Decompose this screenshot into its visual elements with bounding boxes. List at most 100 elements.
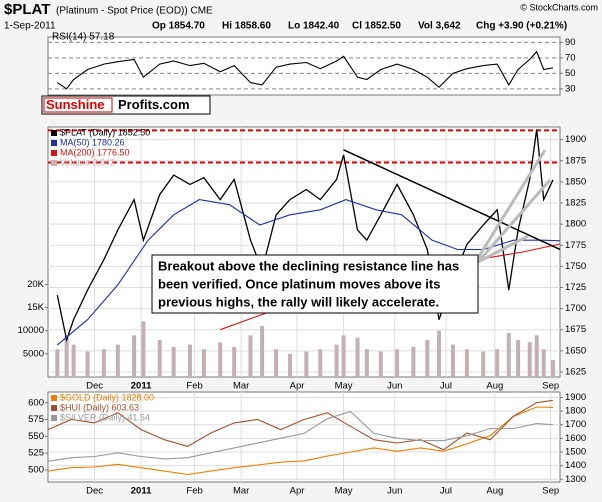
annotation-text: Breakout above the declining resistance … bbox=[158, 258, 459, 273]
stat: Op 1854.70 bbox=[152, 21, 205, 32]
volume-bar bbox=[378, 351, 383, 377]
annotation-box bbox=[151, 254, 479, 314]
legend-label: $SILVER (Daily) 41.54 bbox=[60, 412, 150, 422]
logo-part bbox=[43, 97, 113, 113]
pointer bbox=[477, 234, 529, 264]
tick-label: 575 bbox=[28, 414, 44, 425]
panel-title: RSI(14) 57.18 bbox=[52, 32, 115, 43]
volume-bar bbox=[274, 349, 279, 377]
x-tick-label: Apr bbox=[290, 486, 305, 497]
x-tick-label: Aug bbox=[486, 486, 503, 497]
date: 1-Sep-2011 bbox=[4, 21, 56, 32]
x-tick-label: May bbox=[335, 486, 353, 497]
tick-label: 15K bbox=[27, 302, 45, 313]
tick-label: 1700 bbox=[565, 303, 586, 314]
x-tick-label: May bbox=[335, 381, 353, 392]
tick-label: 50 bbox=[565, 68, 576, 79]
volume-bar bbox=[436, 330, 441, 377]
volume-bar bbox=[201, 349, 206, 377]
volume-bar bbox=[506, 333, 511, 377]
volume-bar bbox=[425, 339, 430, 377]
tick-label: 1850 bbox=[565, 176, 586, 187]
volume-bar bbox=[71, 344, 76, 377]
x-tick-label: Aug bbox=[486, 381, 503, 392]
tick-label: 1800 bbox=[565, 406, 586, 417]
credit: © StockCharts.com bbox=[520, 2, 598, 12]
trend-line bbox=[343, 149, 561, 251]
tick-label: 600 bbox=[28, 397, 44, 408]
stat: Vol 3,642 bbox=[418, 21, 461, 32]
tick-label: 20K bbox=[27, 279, 45, 290]
series-line bbox=[56, 50, 554, 90]
series-line bbox=[47, 410, 554, 462]
x-tick-label: 2011 bbox=[131, 486, 152, 497]
legend-label: Volume 3,642 bbox=[60, 157, 115, 167]
tick-label: 1775 bbox=[565, 240, 586, 251]
tick-label: 1900 bbox=[565, 392, 586, 403]
tick-label: 525 bbox=[28, 448, 44, 459]
tick-label: 1800 bbox=[565, 219, 586, 230]
volume-bar bbox=[248, 335, 253, 377]
legend-label: MA(200) 1776.50 bbox=[60, 147, 130, 157]
x-tick-label: Dec bbox=[86, 486, 103, 497]
volume-bar bbox=[232, 346, 237, 377]
volume-bar bbox=[527, 342, 532, 377]
tick-label: 1300 bbox=[565, 474, 586, 485]
logo-text: Profits.com bbox=[118, 97, 190, 112]
x-tick-label: Mar bbox=[233, 381, 249, 392]
x-tick-label: Sep bbox=[542, 381, 559, 392]
chart-subtitle: (Platinum - Spot Price (EOD)) CME bbox=[56, 6, 213, 17]
volume-bar bbox=[464, 349, 469, 377]
x-tick-label: 2011 bbox=[131, 381, 152, 392]
stat: Chg +3.90 (+0.21%) bbox=[476, 21, 567, 32]
legend-label: $PLAT (Daily) 1852.50 bbox=[60, 127, 150, 137]
tick-label: 1725 bbox=[565, 282, 586, 293]
volume-bar bbox=[481, 351, 486, 377]
x-tick-label: Feb bbox=[186, 486, 202, 497]
volume-bar bbox=[304, 351, 309, 377]
legend-swatch bbox=[51, 405, 57, 411]
tick-label: 30 bbox=[565, 83, 576, 94]
x-tick-label: Jun bbox=[387, 381, 402, 392]
volume-bar bbox=[187, 344, 192, 377]
tick-label: 1675 bbox=[565, 324, 586, 335]
x-tick-label: Jul bbox=[440, 486, 452, 497]
volume-bar bbox=[364, 349, 369, 377]
tick-label: 1900 bbox=[565, 134, 586, 145]
tick-label: 1500 bbox=[565, 447, 586, 458]
x-tick-label: Sep bbox=[542, 486, 559, 497]
tick-label: 1750 bbox=[565, 261, 586, 272]
volume-bar bbox=[218, 342, 223, 377]
legend-swatch bbox=[51, 160, 57, 166]
series-line bbox=[56, 129, 554, 343]
x-tick-label: Jul bbox=[440, 381, 452, 392]
legend-swatch bbox=[51, 415, 57, 421]
tick-label: 5000 bbox=[23, 348, 44, 359]
tick-label: 550 bbox=[28, 431, 44, 442]
legend-swatch bbox=[51, 150, 57, 156]
series-line bbox=[47, 399, 554, 451]
volume-bar bbox=[141, 321, 146, 377]
stat: Lo 1842.40 bbox=[288, 21, 340, 32]
volume-bar bbox=[288, 353, 293, 377]
legend-label: MA(50) 1780.26 bbox=[60, 137, 125, 147]
x-tick-label: Dec bbox=[86, 381, 103, 392]
volume-bar bbox=[115, 344, 120, 377]
volume-bar bbox=[541, 349, 546, 377]
pointer bbox=[476, 179, 552, 263]
volume-bar bbox=[516, 339, 521, 377]
legend-label: $HUI (Daily) 603.63 bbox=[60, 402, 139, 412]
legend-swatch bbox=[51, 130, 57, 136]
volume-bar bbox=[260, 326, 265, 377]
tick-label: 1400 bbox=[565, 460, 586, 471]
annotation-text: been verified. Once platinum moves above… bbox=[158, 276, 440, 291]
volume-bar bbox=[157, 339, 162, 377]
annotation-text: previous highs, the rally will likely ac… bbox=[158, 294, 439, 309]
tick-label: 1825 bbox=[565, 198, 586, 209]
logo-text: Sunshine bbox=[46, 97, 105, 112]
tick-label: 70 bbox=[565, 52, 576, 63]
volume-bar bbox=[534, 335, 539, 377]
volume-bar bbox=[395, 349, 400, 377]
tick-label: 1600 bbox=[565, 433, 586, 444]
